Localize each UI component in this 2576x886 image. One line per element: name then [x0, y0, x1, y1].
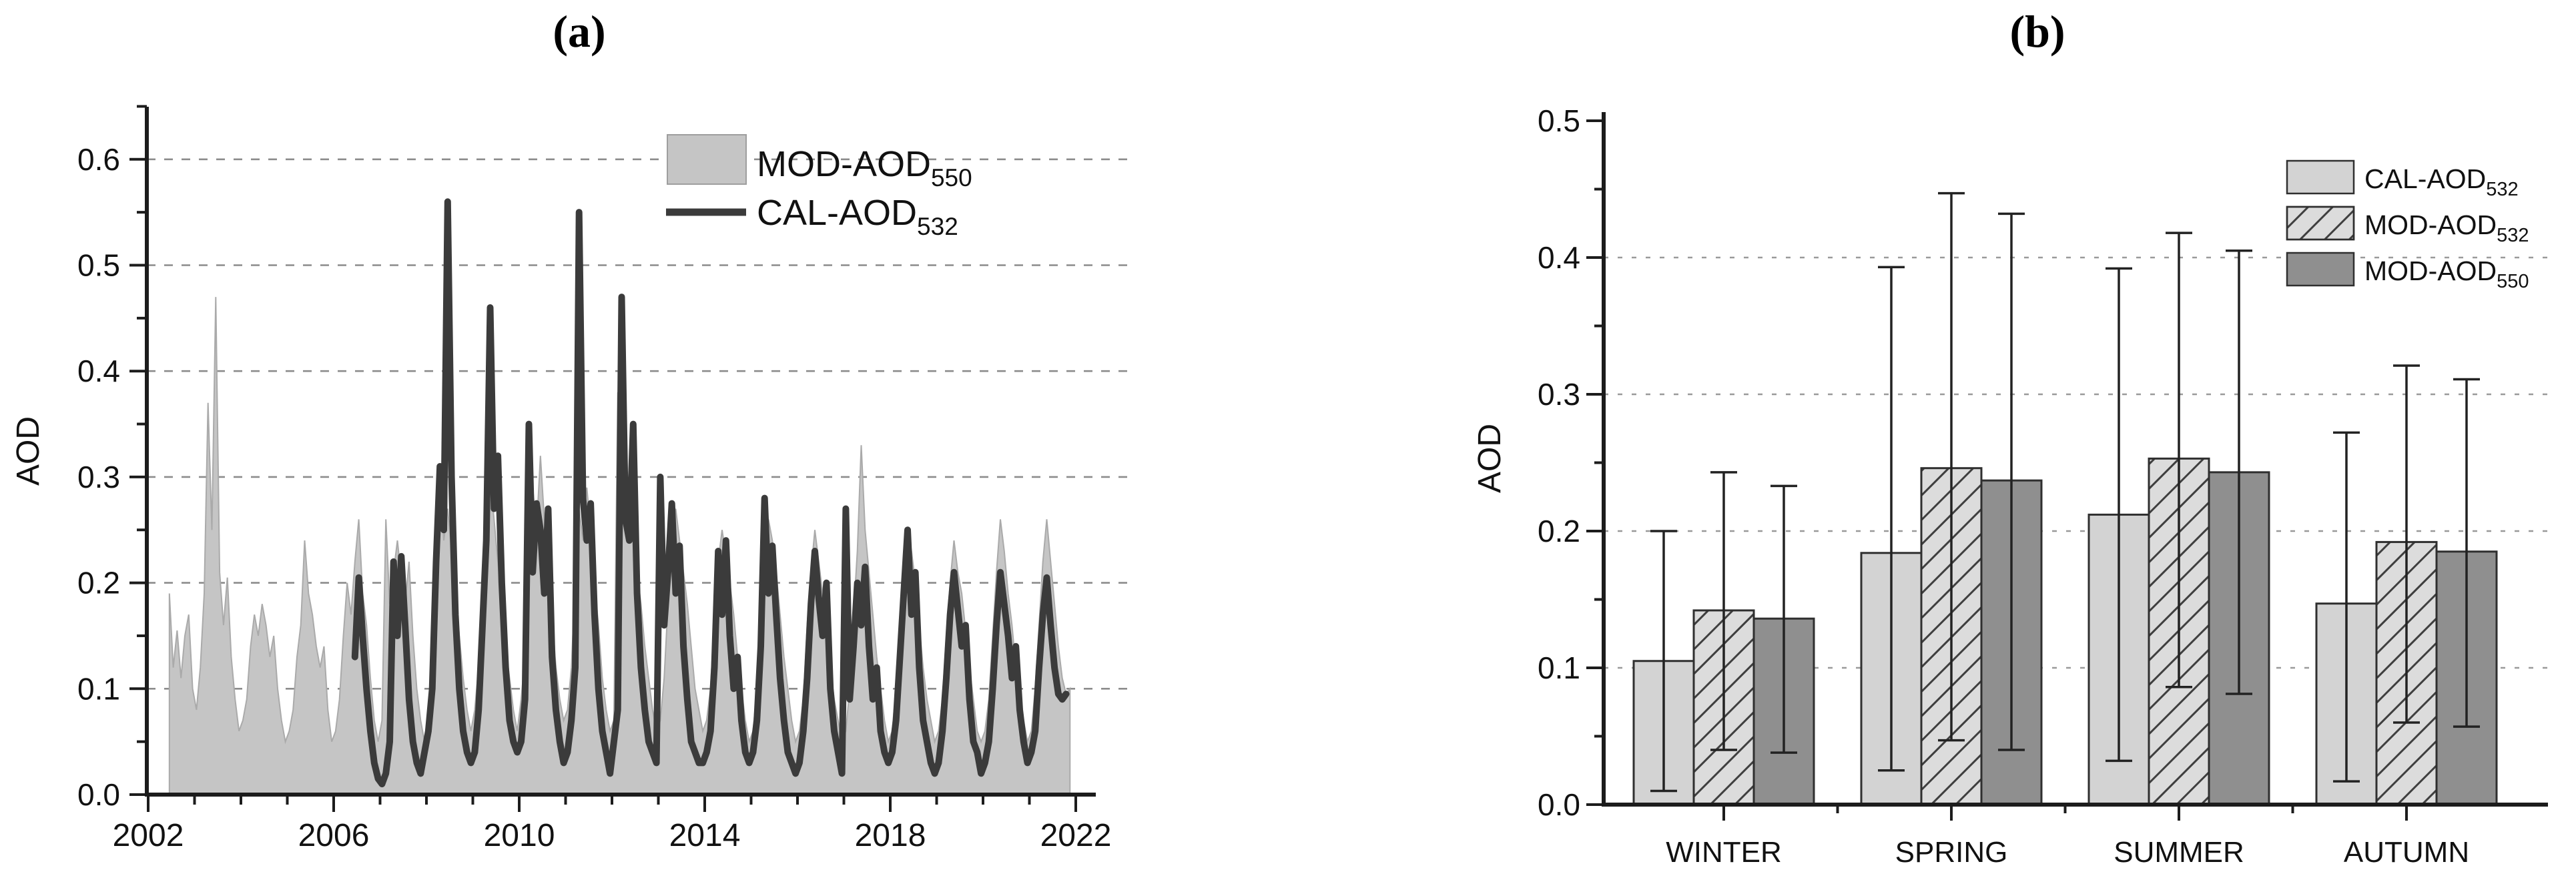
x-tick-label: 2018: [855, 818, 926, 853]
y-axis-title: AOD: [1472, 424, 1508, 493]
y-tick-label: 0.1: [1538, 650, 1580, 685]
x-tick-label: 2022: [1040, 818, 1112, 853]
y-tick-label: 0.4: [1538, 240, 1580, 275]
legend-a-label-mod-aod550: MOD-AOD550: [757, 144, 972, 191]
legend-b-label-mod-aod-550: MOD-AOD550: [2364, 256, 2529, 292]
y-tick-label: 0.6: [77, 142, 120, 177]
y-tick-label: 0.4: [77, 354, 120, 388]
figure-a-title: (a): [553, 6, 606, 57]
figure-b-plot: 0.0 0.1 0.2 0.3 0.4 0.5 WINTER SPRING SUMMER AUTU…: [1472, 103, 2555, 869]
y-tick-label: 0.1: [77, 671, 120, 706]
legend-b-label-cal-aod-532: CAL-AOD532: [2364, 163, 2519, 200]
legend-a-label-cal-aod532: CAL-AOD532: [757, 193, 958, 240]
x-tick-label: SUMMER: [2114, 836, 2244, 869]
y-tick-label: 0.3: [77, 460, 120, 494]
legend-a-swatch-mod-aod550: [667, 134, 747, 185]
x-tick-label: 2014: [669, 818, 741, 853]
legend-b-swatch-hatch: [2286, 205, 2355, 241]
y-tick-label: 0.0: [77, 777, 120, 812]
legend-b-swatch-cal-aod-532: [2286, 159, 2355, 195]
figure-b-title: (b): [2009, 6, 2065, 57]
y-tick-label: 0.3: [1538, 377, 1580, 412]
cal-aod532-line: [351, 198, 1070, 788]
y-tick-label: 0.5: [77, 248, 120, 283]
y-axis-title: AOD: [11, 416, 46, 486]
figure-a-plot: 0.0 0.1 0.2 0.3 0.4 0.5 0.6 2002 2006 2010 2014 201…: [11, 105, 1131, 853]
legend-b-label-mod-aod-532: MOD-AOD532: [2364, 209, 2529, 246]
y-tick-label: 0.0: [1538, 787, 1580, 822]
y-tick-label: 0.5: [1538, 103, 1580, 138]
x-tick-label: 2006: [298, 818, 370, 853]
legend-b-swatch-mod-aod-550: [2286, 252, 2355, 287]
x-tick-label: 2010: [484, 818, 555, 853]
x-tick-label: SPRING: [1895, 836, 2008, 869]
x-tick-label: 2002: [113, 818, 184, 853]
x-tick-label: AUTUMN: [2344, 836, 2469, 869]
x-tick-label: WINTER: [1666, 836, 1782, 869]
y-tick-label: 0.2: [77, 566, 120, 600]
y-tick-label: 0.2: [1538, 514, 1580, 548]
